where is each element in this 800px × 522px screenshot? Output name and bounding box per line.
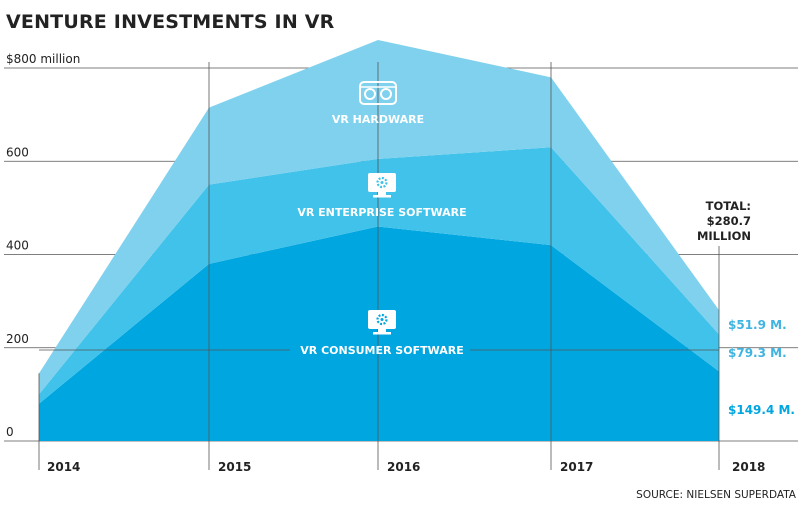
total-line-2: MILLION	[697, 229, 751, 243]
y-tick-600: 600	[6, 145, 29, 159]
end-label-2: $149.4 M.	[728, 403, 795, 417]
end-label-1: $79.3 M.	[728, 346, 787, 360]
x-tick-2018: 2018	[732, 460, 765, 474]
end-value-labels: $51.9 M. $79.3 M. $149.4 M.	[728, 318, 795, 417]
series-label-0: VR CONSUMER SOFTWARE	[300, 344, 464, 357]
x-tick-2017: 2017	[560, 460, 593, 474]
x-tick-2016: 2016	[387, 460, 420, 474]
year-dividers	[38, 62, 720, 470]
monitor-gear-icon-0	[368, 310, 396, 335]
total-line-1: $280.7	[707, 214, 751, 228]
y-tick-800: $800 million	[6, 52, 80, 66]
x-axis-ticks: 2014 2015 2016 2017 2018	[47, 460, 765, 474]
total-line-0: TOTAL:	[706, 199, 751, 213]
series-label-2: VR HARDWARE	[332, 113, 424, 126]
y-tick-200: 200	[6, 332, 29, 346]
area-series	[39, 40, 719, 441]
y-axis-ticks: $800 million 600 400 200 0	[6, 52, 80, 439]
end-label-0: $51.9 M.	[728, 318, 787, 332]
series-labels: VR CONSUMER SOFTWARE VR ENTERPRISE SOFTWA…	[39, 81, 719, 357]
y-tick-400: 400	[6, 239, 29, 253]
source-note: SOURCE: NIELSEN SUPERDATA	[636, 489, 797, 501]
y-tick-0: 0	[6, 425, 14, 439]
x-tick-2014: 2014	[47, 460, 80, 474]
series-label-1: VR ENTERPRISE SOFTWARE	[297, 206, 466, 219]
monitor-gear-icon-1	[368, 173, 396, 198]
chart-title: VENTURE INVESTMENTS IN VR	[6, 11, 335, 33]
vr-headset-icon-2	[359, 81, 397, 105]
x-tick-2015: 2015	[218, 460, 251, 474]
